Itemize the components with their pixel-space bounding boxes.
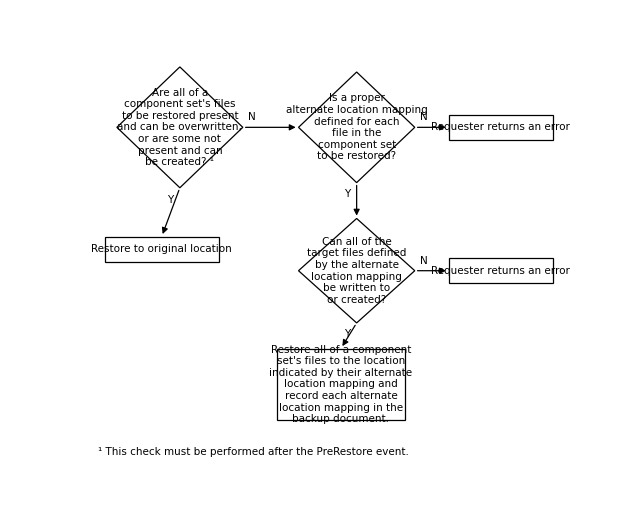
Text: Y: Y [167, 195, 173, 205]
Text: Can all of the
target files defined
by the alternate
location mapping
be written: Can all of the target files defined by t… [307, 237, 406, 305]
Polygon shape [117, 67, 242, 188]
Text: N: N [419, 112, 428, 122]
Text: N: N [419, 256, 428, 266]
Bar [449, 258, 553, 284]
Bar [105, 237, 219, 262]
Text: Y: Y [344, 189, 350, 199]
Text: Restore all of a component
set's files to the location
indicated by their altern: Restore all of a component set's files t… [269, 345, 412, 424]
Text: Is a proper
alternate location mapping
defined for each
file in the
component se: Is a proper alternate location mapping d… [286, 93, 428, 161]
Text: Y: Y [344, 329, 350, 339]
Text: ¹ This check must be performed after the PreRestore event.: ¹ This check must be performed after the… [98, 447, 408, 457]
Text: Requester returns an error: Requester returns an error [431, 265, 570, 276]
Text: Restore to original location: Restore to original location [91, 244, 232, 254]
Text: N: N [248, 112, 256, 122]
Bar [277, 348, 405, 420]
Polygon shape [299, 72, 415, 182]
Text: Requester returns an error: Requester returns an error [431, 122, 570, 132]
Text: Are all of a
component set's files
to be restored present
and can be overwritten: Are all of a component set's files to be… [118, 88, 242, 167]
Polygon shape [299, 219, 415, 323]
Bar [449, 114, 553, 140]
